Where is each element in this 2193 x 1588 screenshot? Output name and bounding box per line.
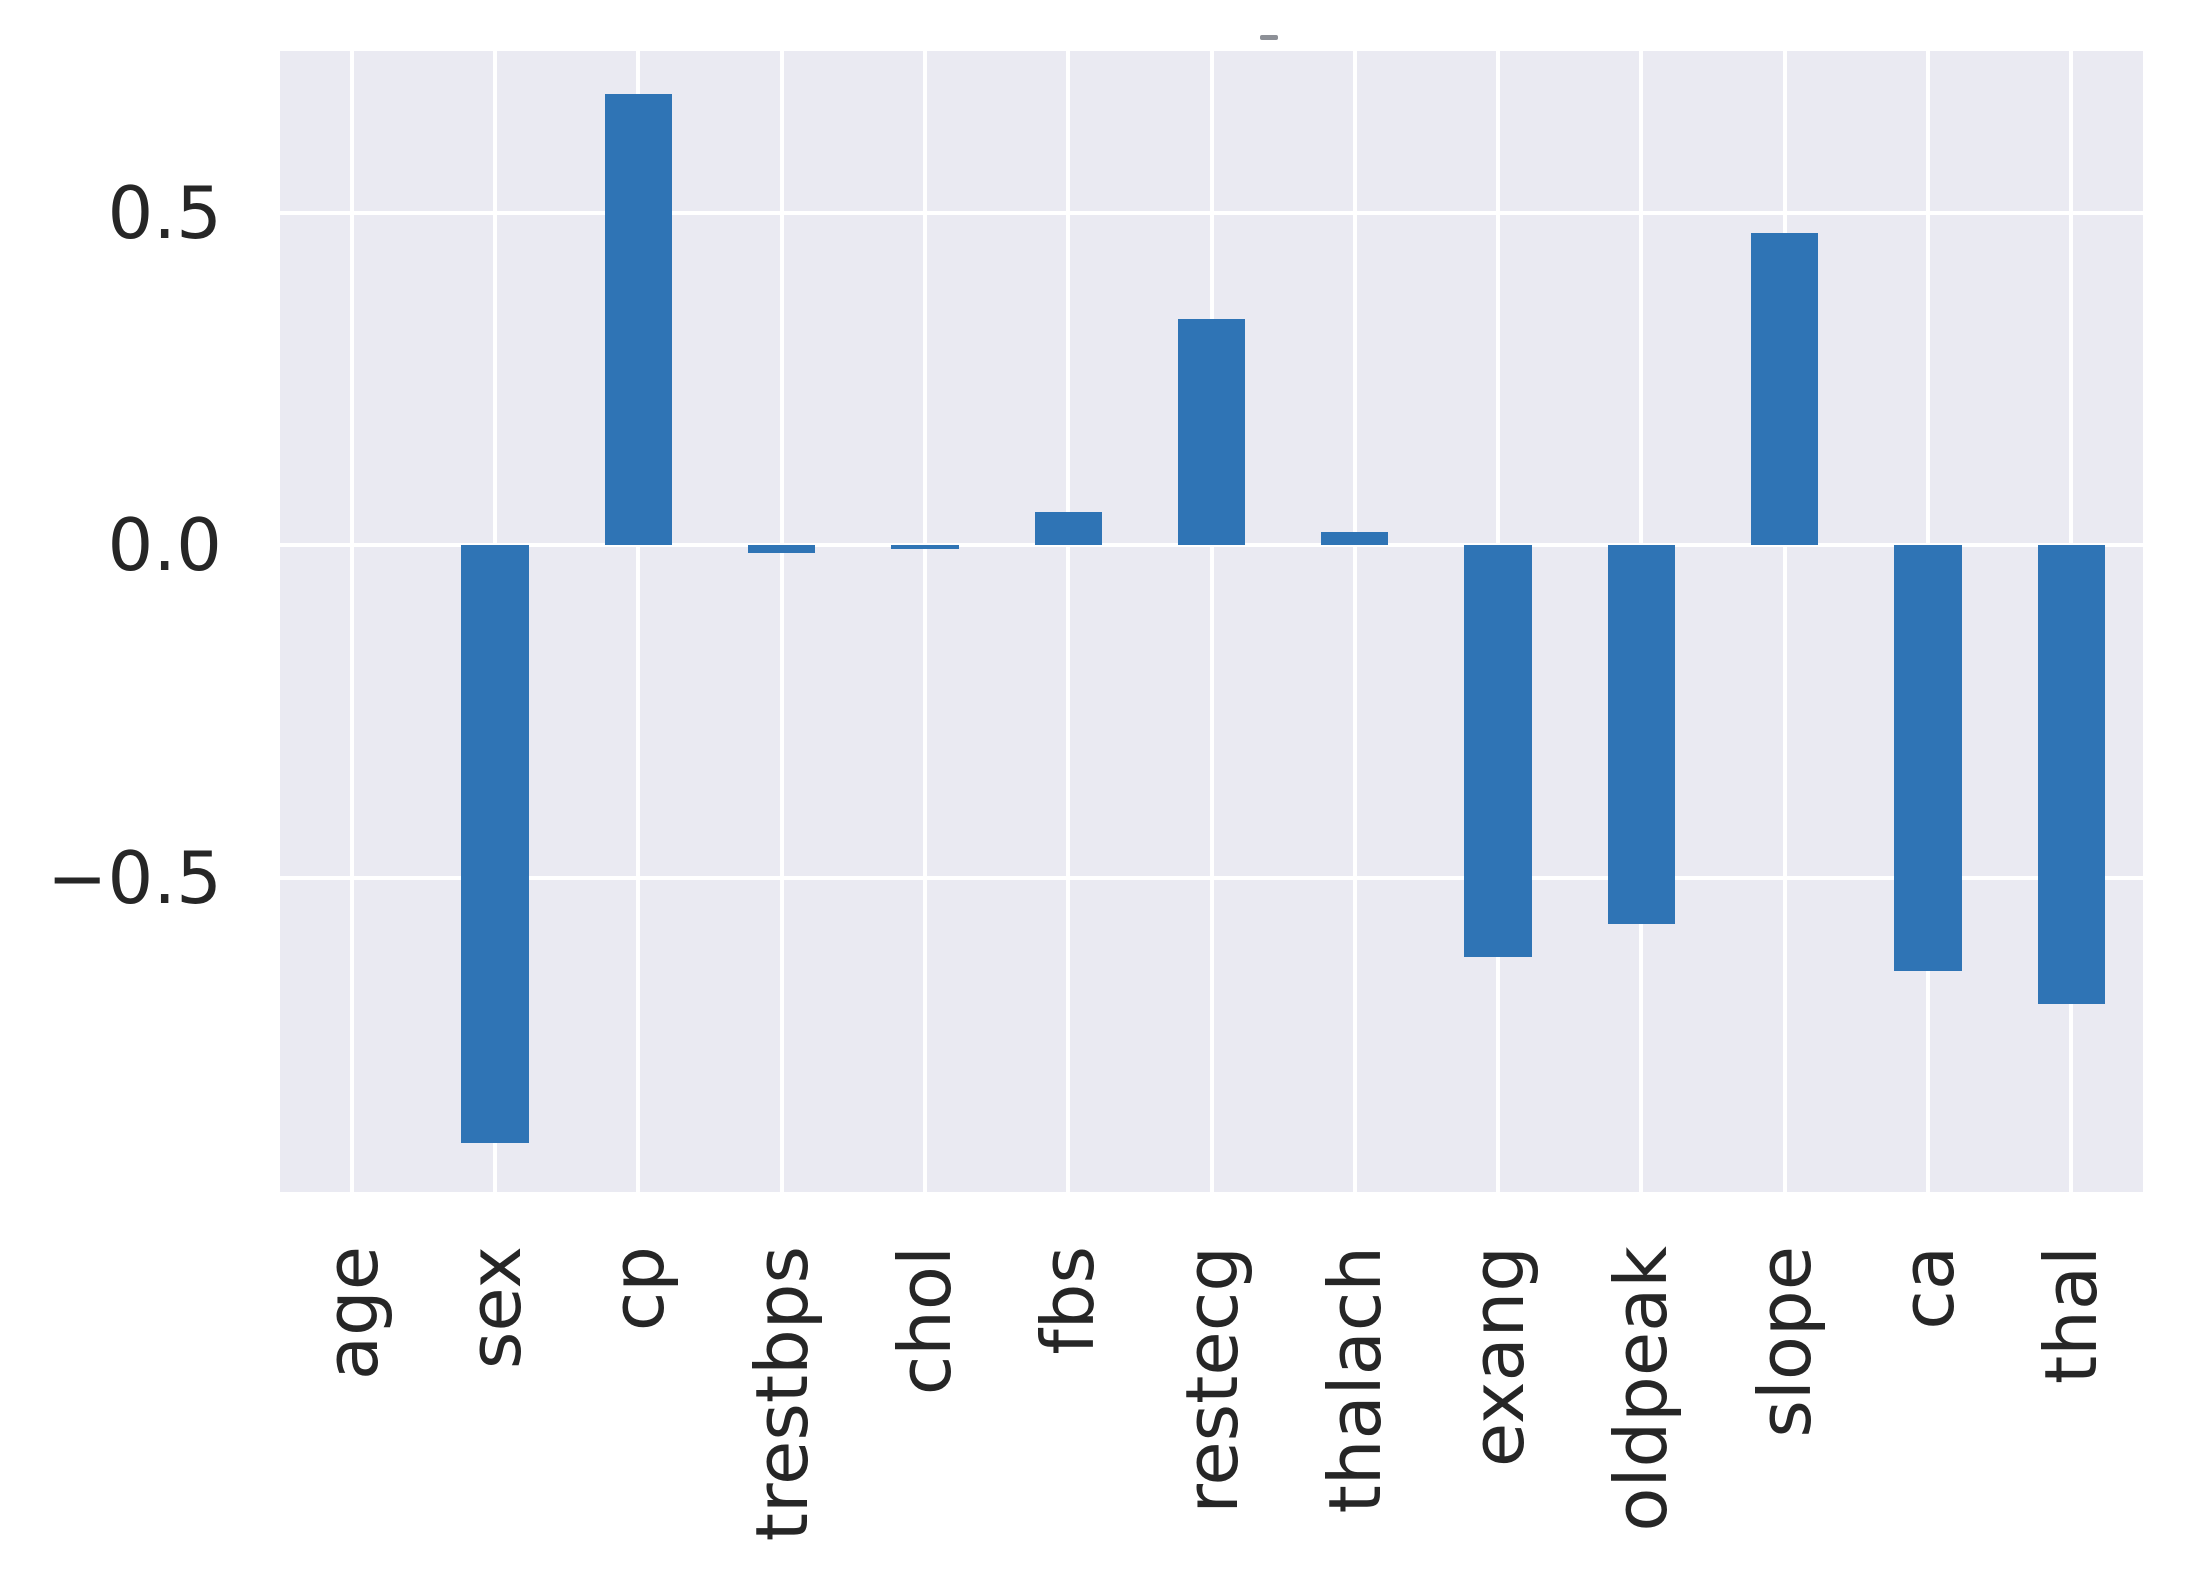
x-tick-label-cp: cp — [596, 1246, 681, 1332]
x-gridline-trestbps — [779, 51, 784, 1192]
y-axis-tick-labels: 0.5 0.0 −0.5 — [0, 0, 222, 1588]
bar-chol — [891, 545, 959, 549]
plot-area — [280, 51, 2143, 1192]
y-gridline-0.5 — [280, 211, 2143, 216]
x-tick-label-exang: exang — [1456, 1246, 1541, 1468]
y-tick-label-−0.5: −0.5 — [47, 835, 222, 920]
x-gridline-thalach — [1352, 51, 1357, 1192]
bar-fbs — [1034, 512, 1102, 546]
bar-exang — [1464, 545, 1532, 958]
bar-restecg — [1177, 319, 1246, 546]
bar-cp — [604, 93, 672, 546]
bar-sex — [461, 545, 529, 1144]
y-gridline-−0.5 — [280, 875, 2143, 880]
bar-thalach — [1321, 532, 1389, 546]
x-tick-label-trestbps: trestbps — [739, 1246, 824, 1542]
x-gridline-cp — [636, 51, 641, 1192]
x-tick-label-thalach: thalach — [1312, 1246, 1397, 1514]
x-gridline-restecg — [1209, 51, 1214, 1192]
bar-oldpeak — [1607, 545, 1676, 925]
x-tick-label-oldpeak: oldpeak — [1599, 1246, 1684, 1532]
x-gridline-chol — [922, 51, 927, 1192]
x-tick-label-thal: thal — [2029, 1246, 2114, 1384]
bar-slope — [1751, 233, 1819, 546]
y-tick-label-0.0: 0.0 — [107, 503, 222, 588]
x-tick-label-slope: slope — [1742, 1246, 1827, 1438]
x-gridline-slope — [1782, 51, 1787, 1192]
x-tick-label-sex: sex — [452, 1246, 537, 1370]
bar-ca — [1894, 545, 1962, 971]
x-gridline-age — [349, 51, 354, 1192]
y-tick-label-0.5: 0.5 — [107, 171, 222, 256]
bar-thal — [2037, 545, 2105, 1004]
y-gridline-0.0 — [280, 543, 2143, 548]
cropped-title-dash — [1260, 35, 1278, 40]
x-tick-label-ca: ca — [1886, 1246, 1971, 1330]
x-tick-label-age: age — [309, 1246, 394, 1381]
x-gridline-fbs — [1066, 51, 1071, 1192]
x-tick-label-fbs: fbs — [1026, 1246, 1111, 1355]
bar-trestbps — [747, 545, 816, 554]
x-tick-label-restecg: restecg — [1169, 1246, 1254, 1514]
x-tick-label-chol: chol — [882, 1246, 967, 1396]
